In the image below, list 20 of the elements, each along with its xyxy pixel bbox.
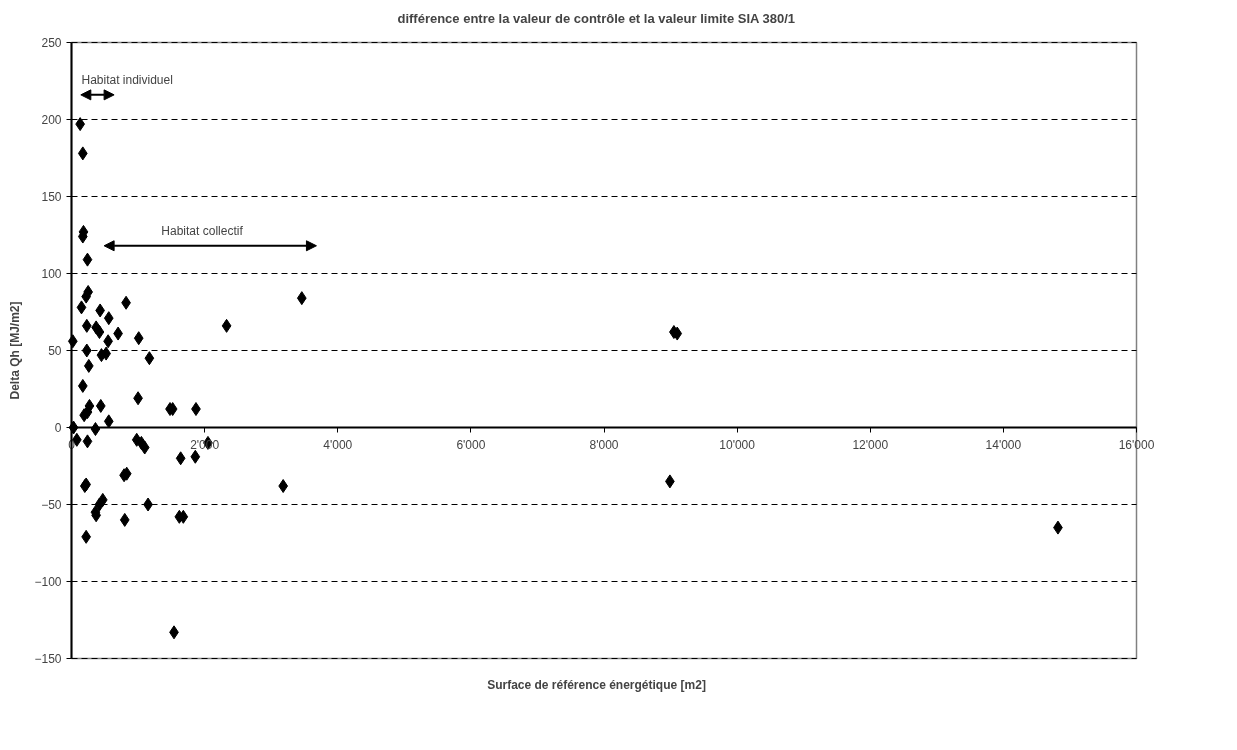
y-tick-label: 50 [48,344,62,358]
x-tick-label: 6'000 [456,437,486,452]
chart-title: différence entre la valeur de contrôle et la valeur limite SIA 380/1 [397,10,796,26]
y-tick-label: −150 [34,652,62,666]
x-tick-label: 10'000 [719,437,756,452]
y-tick-label: 200 [41,113,62,127]
annotation: Habitat collectif [161,223,244,238]
x-tick-label: 14'000 [985,437,1022,452]
y-tick-label: −100 [34,575,62,589]
y-axis-title: Delta Qh [MJ/m2] [7,301,22,400]
y-tick-label: −50 [41,498,62,512]
y-tick-label: 0 [54,421,62,435]
x-tick-label: 8'000 [589,437,619,452]
x-tick-label: 12'000 [852,437,889,452]
y-tick-label: 150 [41,190,62,204]
annotation: Habitat individuel [81,72,173,87]
y-tick-label: 100 [41,267,62,281]
x-axis-title: Surface de référence énergétique [m2] [487,677,706,692]
x-tick-label: 4'000 [323,437,353,452]
y-tick-label: 250 [41,36,62,50]
